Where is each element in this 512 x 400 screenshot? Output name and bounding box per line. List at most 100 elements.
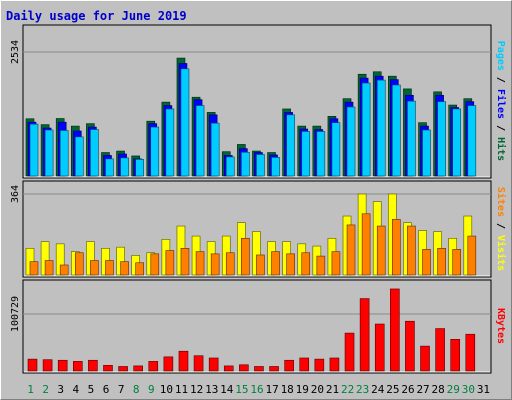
bar-sites-28 — [437, 247, 446, 276]
bar-sites-2 — [44, 260, 54, 276]
bar-kbytes-15 — [239, 364, 249, 372]
x-tick-label-14: 14 — [220, 383, 234, 396]
bar-kbytes-5 — [88, 359, 98, 372]
bar-sites-26 — [407, 225, 416, 276]
legend-separator: / — [495, 119, 506, 137]
bar-kbytes-11 — [178, 350, 189, 372]
bar-kbytes-10 — [163, 356, 174, 372]
bar-sites-4 — [74, 252, 84, 276]
legend-hits_files_pages: Pages / Files / Hits — [495, 41, 507, 161]
bar-sites-12 — [195, 251, 205, 276]
x-tick-label-27: 27 — [416, 383, 429, 396]
bar-kbytes-19 — [299, 357, 310, 372]
bar-sites-27 — [422, 249, 431, 276]
bar-kbytes-22 — [344, 332, 355, 372]
legend-separator: / — [495, 217, 506, 235]
bar-sites-17 — [271, 251, 280, 276]
bar-pages-5 — [90, 129, 99, 177]
bar-sites-7 — [120, 261, 129, 276]
bar-kbytes-6 — [103, 365, 113, 372]
bar-pages-15 — [241, 151, 250, 177]
bar-sites-18 — [286, 253, 295, 276]
y-max-label-visits_sites: 364 — [10, 185, 21, 203]
x-tick-label-7: 7 — [118, 383, 125, 396]
bar-pages-25 — [392, 84, 401, 177]
bar-pages-29 — [452, 108, 462, 177]
x-tick-label-21: 21 — [326, 383, 339, 396]
bar-sites-1 — [29, 261, 39, 276]
bar-pages-24 — [376, 79, 386, 177]
bar-pages-18 — [286, 114, 295, 177]
bar-pages-9 — [150, 126, 160, 177]
bar-pages-12 — [195, 105, 205, 177]
chart-title: Daily usage for June 2019 — [6, 9, 187, 23]
bar-pages-20 — [316, 131, 326, 177]
bar-sites-19 — [301, 252, 311, 276]
x-tick-label-24: 24 — [371, 383, 385, 396]
bar-kbytes-7 — [118, 366, 128, 372]
legend-visits_sites: Sites / Visits — [495, 187, 507, 271]
bar-kbytes-18 — [284, 359, 294, 372]
x-tick-label-8: 8 — [133, 383, 140, 396]
x-tick-label-12: 12 — [190, 383, 203, 396]
bar-kbytes-24 — [374, 323, 385, 372]
bar-pages-7 — [120, 157, 129, 177]
bar-pages-27 — [422, 129, 431, 177]
x-tick-label-2: 2 — [42, 383, 49, 396]
bar-kbytes-8 — [133, 365, 143, 372]
x-tick-label-29: 29 — [447, 383, 460, 396]
y-max-label-hits_files_pages: 2534 — [10, 40, 21, 64]
bar-kbytes-21 — [329, 357, 340, 372]
bar-kbytes-29 — [450, 339, 461, 372]
bar-pages-3 — [59, 130, 69, 177]
bar-kbytes-26 — [405, 320, 415, 372]
bar-sites-14 — [225, 252, 235, 276]
bar-sites-21 — [331, 251, 341, 276]
bar-kbytes-28 — [435, 328, 445, 372]
x-tick-label-22: 22 — [341, 383, 354, 396]
bar-kbytes-27 — [420, 345, 430, 372]
bar-sites-25 — [392, 219, 401, 276]
x-tick-label-30: 30 — [462, 383, 475, 396]
bar-sites-5 — [90, 260, 99, 276]
bar-sites-29 — [452, 249, 462, 276]
bar-pages-1 — [29, 123, 39, 177]
x-tick-label-11: 11 — [175, 383, 188, 396]
bar-pages-28 — [437, 101, 446, 177]
bar-kbytes-16 — [254, 366, 264, 372]
x-tick-label-19: 19 — [296, 383, 309, 396]
x-tick-label-4: 4 — [73, 383, 80, 396]
bar-kbytes-13 — [208, 357, 219, 372]
x-tick-label-5: 5 — [88, 383, 95, 396]
x-tick-label-16: 16 — [250, 383, 263, 396]
bar-pages-26 — [407, 100, 416, 177]
x-tick-label-23: 23 — [356, 383, 369, 396]
bar-pages-14 — [225, 156, 235, 177]
bar-sites-6 — [105, 260, 114, 276]
legend-kbytes: KBytes — [495, 308, 506, 344]
bar-sites-24 — [376, 225, 386, 276]
x-tick-label-17: 17 — [265, 383, 278, 396]
bar-pages-11 — [180, 68, 190, 177]
bar-kbytes-1 — [27, 358, 38, 372]
bar-pages-22 — [346, 106, 356, 177]
bar-pages-23 — [361, 82, 371, 177]
x-tick-label-28: 28 — [432, 383, 445, 396]
bar-pages-19 — [301, 131, 311, 177]
x-tick-label-6: 6 — [103, 383, 110, 396]
bar-sites-15 — [241, 237, 250, 276]
bar-pages-21 — [331, 122, 341, 177]
bar-sites-20 — [316, 255, 326, 276]
bar-pages-17 — [271, 157, 280, 177]
bar-pages-13 — [210, 122, 220, 177]
bar-pages-30 — [467, 105, 477, 177]
bar-pages-4 — [74, 136, 84, 177]
legend-item-kbytes: KBytes — [495, 308, 506, 344]
bar-sites-16 — [256, 254, 265, 276]
bar-sites-11 — [180, 247, 190, 276]
x-tick-label-18: 18 — [281, 383, 294, 396]
bar-pages-16 — [256, 154, 265, 177]
x-tick-label-31: 31 — [477, 383, 490, 396]
legend-item-hits: Hits — [495, 137, 507, 161]
